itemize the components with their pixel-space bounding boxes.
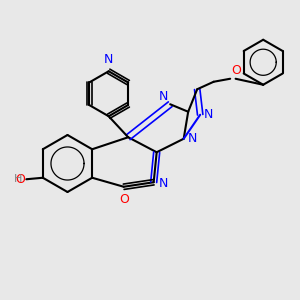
Text: H: H <box>14 174 22 184</box>
Text: N: N <box>204 108 213 121</box>
Text: N: N <box>159 177 169 190</box>
Text: O: O <box>119 193 129 206</box>
Text: N: N <box>187 132 197 145</box>
Text: N: N <box>104 53 113 66</box>
Text: O: O <box>231 64 241 77</box>
Text: O: O <box>15 173 25 186</box>
Text: N: N <box>158 90 168 103</box>
